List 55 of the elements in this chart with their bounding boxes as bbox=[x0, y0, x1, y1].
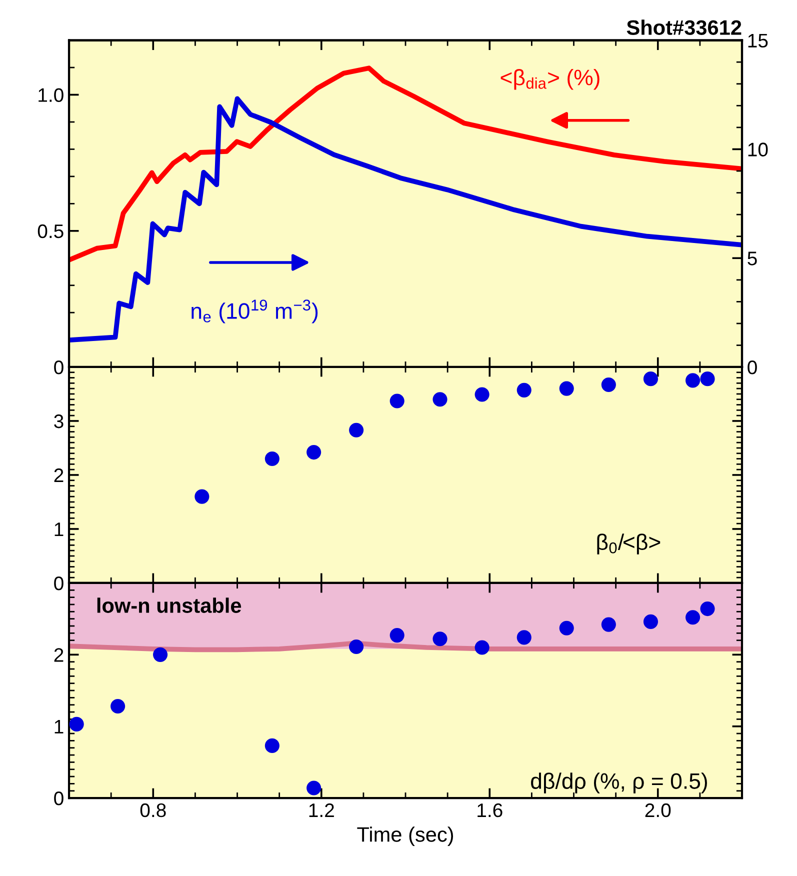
point bbox=[700, 372, 715, 386]
chart-title: Shot#33612 bbox=[626, 20, 742, 35]
point bbox=[559, 381, 574, 396]
point bbox=[349, 639, 364, 654]
point bbox=[264, 738, 280, 753]
y-tick-label: 3 bbox=[54, 414, 64, 428]
point bbox=[194, 489, 210, 504]
point bbox=[264, 451, 280, 466]
annotation: <β$_{dia}$> (%) bbox=[500, 69, 600, 90]
band-label: low-n unstable bbox=[97, 598, 242, 613]
point bbox=[69, 716, 84, 732]
point bbox=[390, 394, 404, 408]
point bbox=[686, 610, 700, 625]
y-tick-label: 2 bbox=[54, 648, 64, 662]
y2-tick-label: 10 bbox=[748, 142, 768, 156]
point bbox=[601, 377, 616, 392]
line-series bbox=[69, 96, 742, 342]
x-tick-label: 1.6 bbox=[478, 803, 502, 818]
x-tick-label: 1.2 bbox=[309, 803, 334, 817]
x-tick-label: 2.0 bbox=[645, 803, 671, 818]
point bbox=[390, 628, 404, 643]
point bbox=[474, 640, 490, 655]
y-tick-label: 1 bbox=[54, 522, 64, 536]
point bbox=[643, 372, 658, 386]
y-tick-label: 0 bbox=[54, 360, 64, 374]
point bbox=[601, 617, 616, 632]
point bbox=[643, 614, 658, 629]
x-axis-title: Time (sec) bbox=[357, 826, 454, 846]
y2-tick-label: 5 bbox=[748, 252, 757, 266]
y-tick-label: 0 bbox=[54, 576, 64, 590]
x-tick-label: 0.8 bbox=[140, 803, 166, 818]
annotation: n$_{e}$ (10$^{19}$ m$^{−3}$) bbox=[192, 300, 318, 324]
y2-tick-label: 15 bbox=[748, 34, 768, 48]
point bbox=[516, 382, 532, 398]
point bbox=[686, 373, 700, 388]
annotation: β$_{0}$/<β> bbox=[597, 534, 660, 554]
point bbox=[306, 445, 322, 460]
point bbox=[432, 392, 448, 407]
y-tick-label: 2 bbox=[54, 468, 64, 482]
y-tick-label: 0.5 bbox=[38, 224, 64, 238]
point bbox=[700, 602, 715, 616]
point bbox=[516, 630, 532, 645]
point bbox=[153, 647, 168, 662]
point bbox=[110, 698, 126, 714]
y-tick-label: 0 bbox=[54, 792, 64, 806]
point bbox=[432, 632, 448, 646]
y-tick-label: 1 bbox=[54, 720, 64, 734]
point bbox=[474, 387, 490, 402]
y-tick-label: 1.0 bbox=[38, 88, 64, 102]
annotation: dβ/dρ (%, ρ = 0.5) bbox=[531, 772, 707, 794]
point bbox=[559, 620, 574, 636]
y2-tick-label: 0 bbox=[748, 360, 757, 374]
point bbox=[349, 422, 364, 438]
point bbox=[306, 780, 322, 796]
line-series bbox=[69, 66, 742, 262]
